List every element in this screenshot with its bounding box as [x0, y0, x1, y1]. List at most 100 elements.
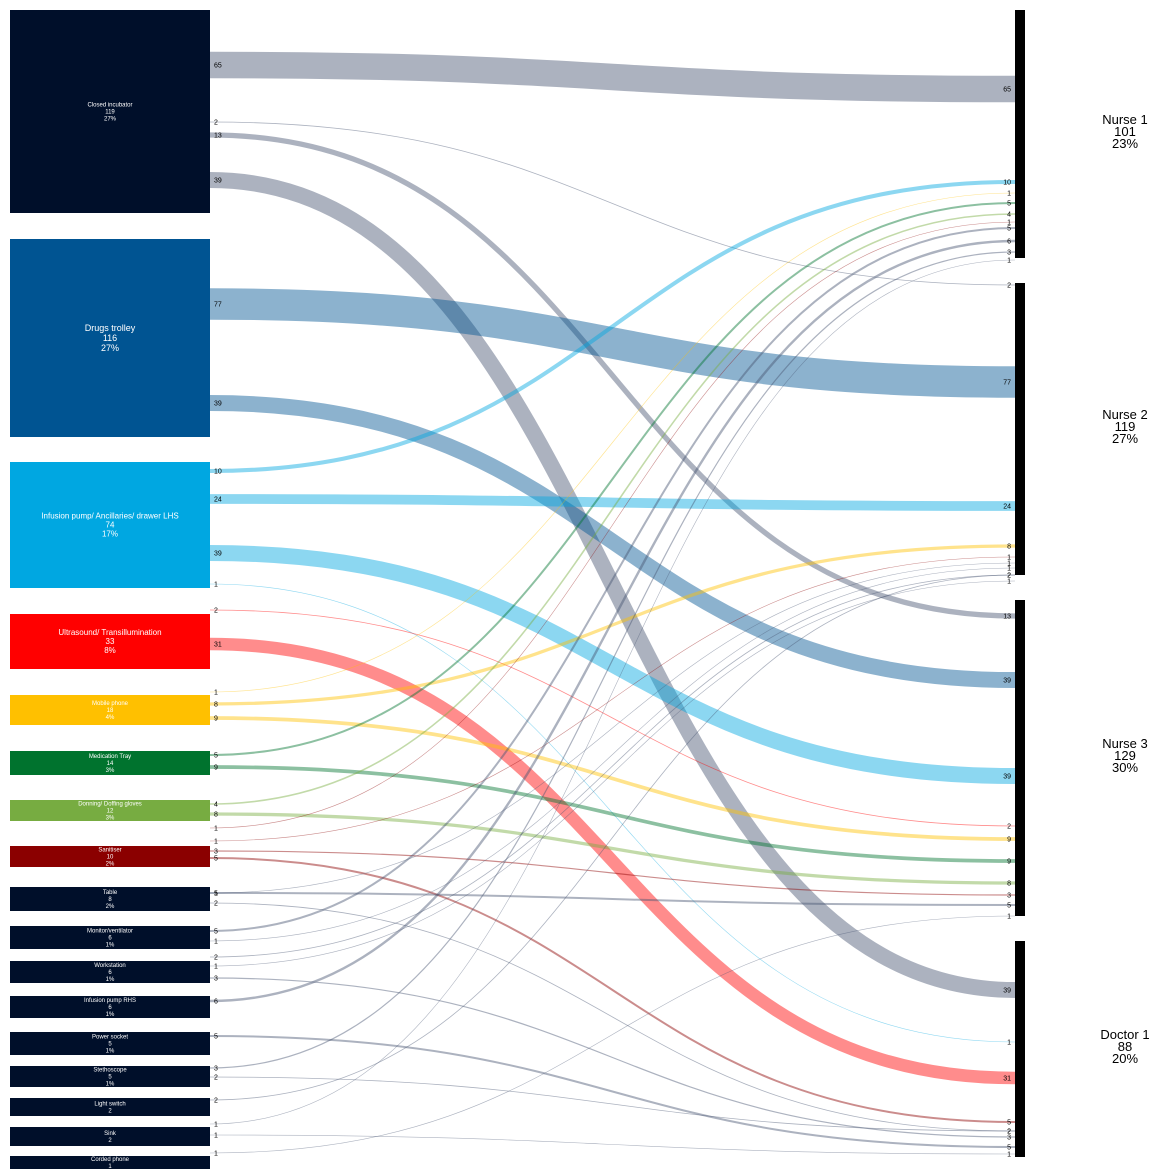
flow-value-source-side: 1: [214, 839, 218, 846]
source-node-name: Ultrasound/ Transillumination: [58, 628, 161, 637]
flow-link-mobile-phone-to-nurse-1: [209, 192, 1016, 693]
target-node-name: Doctor 1: [1100, 1027, 1149, 1042]
source-node-count: 8: [108, 897, 112, 903]
target-node-percent: 20%: [1112, 1051, 1138, 1066]
source-node-count: 33: [106, 637, 115, 646]
flow-link-power-socket-to-doctor-1: [209, 1035, 1016, 1148]
source-node-box: [10, 800, 210, 821]
flow-link-ultrasound-transillumination-to-doctor-1: [209, 637, 1016, 1085]
flow-value-source-side: 1: [214, 826, 218, 833]
flow-value-source-side: 6: [214, 999, 218, 1006]
source-node-percent: 1%: [106, 1082, 115, 1088]
source-node-box: [10, 926, 210, 949]
flow-value-source-side: 5: [214, 856, 218, 863]
flow-link-table-to-nurse-2: [209, 562, 1016, 894]
source-node-count: 6: [108, 936, 112, 942]
flow-value-source-side: 2: [214, 608, 218, 615]
flow-link-sanitiser-to-nurse-1: [209, 221, 1016, 829]
flow-value-source-side: 8: [214, 812, 218, 819]
flow-link-sink-to-nurse-2: [209, 259, 1016, 1125]
flow-link-closed-incubator-to-nurse-2: [209, 121, 1016, 286]
flow-value-target-side: 5: [1007, 201, 1011, 208]
flow-value-source-side: 1: [214, 1133, 218, 1140]
source-node-box: [10, 961, 210, 983]
flow-value-target-side: 1: [1007, 566, 1011, 573]
target-node-count: 88: [1118, 1039, 1132, 1054]
flow-value-source-side: 65: [214, 63, 222, 70]
flow-link-workstation-to-nurse-3: [209, 574, 1016, 958]
source-node-box: [10, 751, 210, 775]
flow-value-target-side: 1: [1007, 191, 1011, 198]
source-node-name: Sink: [104, 1131, 117, 1137]
source-node-percent: 27%: [101, 343, 119, 353]
source-node-box: [10, 996, 210, 1018]
flow-value-target-side: 2: [1007, 1129, 1011, 1136]
source-node-name: Sanitiser: [98, 848, 121, 854]
flow-value-target-side: 2: [1007, 573, 1011, 580]
flow-value-target-side: 1: [1007, 1040, 1011, 1047]
source-node-box: [10, 1156, 210, 1169]
source-node-count: 6: [108, 1005, 112, 1011]
source-node-percent: 17%: [102, 530, 118, 539]
flow-value-target-side: 5: [1007, 1120, 1011, 1127]
source-node-count: 5: [108, 1042, 112, 1048]
flow-value-source-side: 10: [214, 469, 222, 476]
flow-value-target-side: 1: [1007, 561, 1011, 568]
flow-link-sanitiser-to-nurse-2: [209, 556, 1016, 842]
source-node-name: Power socket: [92, 1035, 128, 1041]
flow-value-target-side: 39: [1003, 774, 1011, 781]
source-node-percent: 8%: [104, 646, 116, 655]
source-node-name: Mobile phone: [92, 701, 129, 707]
target-node-percent: 30%: [1112, 760, 1138, 775]
flow-value-source-side: 2: [214, 1075, 218, 1082]
flow-link-table-to-nurse-3: [209, 892, 1016, 906]
flow-value-target-side: 6: [1007, 239, 1011, 246]
flow-value-source-side: 1: [214, 939, 218, 946]
target-node-bar: [1015, 283, 1025, 575]
flow-value-labels: 6565221313393977773939101024243939112231…: [214, 63, 1011, 1159]
flow-link-table-to-doctor-1: [209, 902, 1016, 1132]
flow-value-source-side: 2: [214, 1098, 218, 1105]
source-node-name: Corded phone: [91, 1157, 130, 1163]
source-node-count: 116: [103, 333, 117, 343]
flow-value-target-side: 39: [1003, 678, 1011, 685]
flow-value-target-side: 1: [1007, 258, 1011, 265]
target-node-count: 119: [1115, 419, 1136, 434]
target-node-percent: 27%: [1112, 431, 1138, 446]
flow-value-source-side: 1: [214, 891, 218, 898]
flow-value-target-side: 2: [1007, 824, 1011, 831]
flow-value-target-side: 3: [1007, 893, 1011, 900]
source-node-box: [10, 10, 210, 213]
flow-value-target-side: 2: [1007, 573, 1011, 580]
source-node-box: [10, 1032, 210, 1055]
flow-link-monitor-ventilator-to-nurse-1: [209, 227, 1016, 932]
flow-value-source-side: 1: [214, 1151, 218, 1158]
target-node-name: Nurse 1: [1102, 112, 1148, 127]
flow-value-target-side: 5: [1007, 226, 1011, 233]
source-node-name: Closed incubator: [87, 103, 132, 109]
flow-value-source-side: 1: [214, 582, 218, 589]
source-node-name: Medication Tray: [89, 754, 131, 760]
source-node-percent: 3%: [106, 816, 115, 822]
flow-link-corded-phone-to-nurse-3: [209, 915, 1016, 1154]
source-node-percent: 27%: [104, 117, 117, 123]
target-node-name: Nurse 2: [1102, 407, 1148, 422]
flow-link-medication-tray-to-nurse-3: [209, 765, 1016, 863]
flow-link-infusion-pump-ancillaries-drawer-lhs-to-nurse-1: [209, 179, 1016, 474]
source-node-count: 12: [107, 809, 114, 815]
